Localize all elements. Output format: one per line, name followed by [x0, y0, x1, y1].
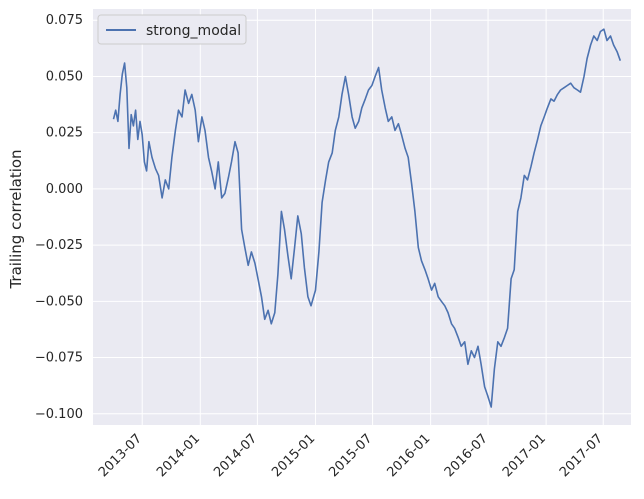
y-tick-label: −0.075: [35, 351, 83, 366]
y-tick-label: −0.050: [35, 294, 83, 309]
x-tick-label: 2014-01: [154, 431, 203, 480]
x-tick-label: 2013-07: [96, 431, 145, 480]
legend: strong_modal: [97, 14, 247, 45]
legend-box: [97, 14, 247, 45]
y-tick-label: 0.050: [46, 69, 83, 84]
series-layer: [112, 28, 622, 408]
x-tick-label: 2017-01: [500, 431, 549, 480]
legend-label-strong-modal: strong_modal: [146, 23, 241, 39]
y-tick-label: −0.100: [35, 407, 83, 422]
x-tick-label: 2015-07: [326, 431, 375, 480]
x-tick-label: 2014-07: [211, 431, 260, 480]
y-grid: [93, 19, 631, 415]
x-tick-label: 2016-01: [384, 431, 433, 480]
y-tick-labels: 0.075 0.050 0.025 0.000 −0.025 −0.050 −0.075 −0…: [35, 13, 83, 422]
x-tick-label: 2017-07: [557, 431, 606, 480]
plot-background: [93, 9, 631, 425]
y-tick-label: 0.000: [46, 182, 83, 197]
x-tick-label: 2015-01: [269, 431, 318, 480]
y-tick-label: 0.025: [46, 126, 83, 141]
x-grid: [141, 9, 604, 425]
y-tick-label: −0.025: [35, 238, 83, 253]
y-tick-label: 0.075: [46, 13, 83, 28]
x-tick-label: 2016-07: [442, 431, 491, 480]
series-line-strong-modal: [112, 28, 622, 408]
x-tick-labels: 2013-07 2014-01 2014-07 2015-01 2015-07 2016-…: [96, 431, 606, 480]
y-axis-label: Trailing correlation: [7, 149, 25, 289]
